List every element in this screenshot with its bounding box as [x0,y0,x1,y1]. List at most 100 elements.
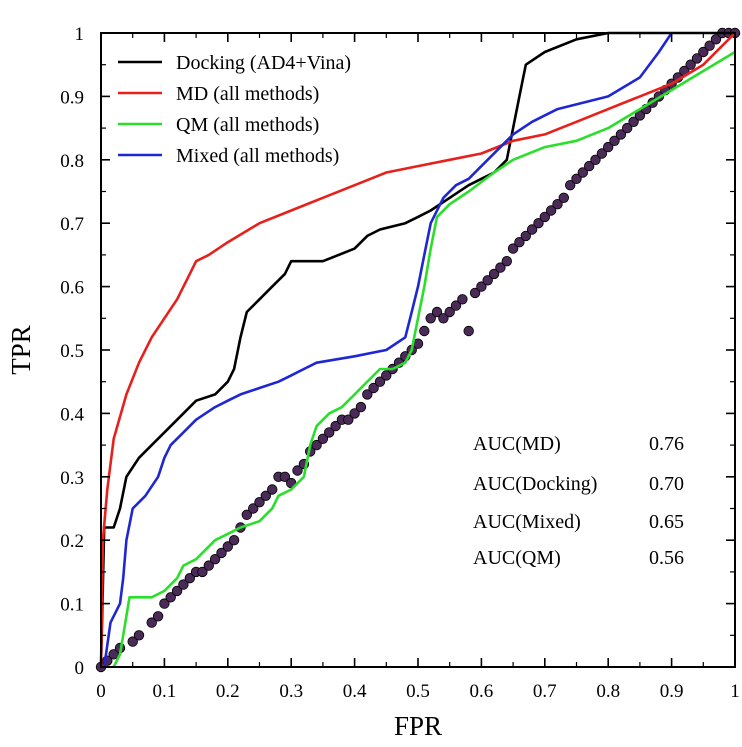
auc-value: 0.65 [649,511,684,533]
random-marker [571,173,582,185]
random-marker [615,129,627,140]
x-tick-label: 0.2 [216,681,240,702]
random-marker [419,325,430,337]
y-tick-label: 0.4 [60,404,84,425]
random-marker [317,433,329,445]
random-marker [685,59,696,70]
random-marker [501,256,513,267]
plot-data-layer [95,27,741,673]
random-marker [463,325,474,337]
random-marker [565,179,576,191]
random-marker [222,541,234,552]
x-tick-label: 0.1 [153,681,177,702]
random-marker [133,630,145,641]
random-marker [698,46,709,58]
random-marker [127,636,138,647]
random-marker [343,414,354,425]
x-tick-label: 0.9 [660,681,684,702]
axis-ticks: 0 0.1 0.2 0.3 0.4 0.5 0.6 0.7 0.8 0.9 1 0 0.1 0.2 0.3 0… [60,24,740,702]
random-marker [526,224,538,235]
random-marker [552,198,563,210]
auc-annotations: AUC(MD) 0.76 AUC(Docking) 0.70 AUC(Mixed) 0.6… [473,433,684,569]
random-marker [520,230,532,242]
random-marker [514,236,525,248]
random-marker [545,205,557,216]
series-line-mixed-all-methods [102,32,673,668]
random-marker [558,192,570,204]
random-marker [691,53,703,64]
random-marker [431,306,443,318]
random-marker [584,160,595,172]
random-marker [165,592,176,603]
y-tick-label: 0 [75,658,85,679]
random-marker [355,401,367,413]
random-marker [495,262,506,273]
series-line-md-all-methods [99,32,736,668]
x-tick-label: 0.4 [343,681,367,702]
random-marker [628,116,639,128]
random-marker [247,503,259,514]
random-marker [596,148,608,159]
random-marker [228,535,240,546]
random-marker [330,420,341,432]
y-tick-label: 0.2 [60,531,84,552]
random-marker [704,40,715,51]
legend: Docking (AD4+Vina) MD (all methods) QM (al… [118,52,351,167]
random-marker [362,389,373,400]
random-marker [438,313,449,324]
random-marker [425,313,436,324]
random-marker [254,497,265,508]
random-marker [216,547,227,559]
random-marker [444,306,455,318]
random-marker [710,34,722,45]
random-marker [349,408,360,419]
random-marker [590,154,601,166]
random-marker [146,617,157,628]
random-marker [260,490,272,502]
x-tick-label: 0.6 [470,681,494,702]
x-axis-title: FPR [394,711,442,741]
random-marker [374,376,386,387]
x-tick-label: 0.7 [533,681,557,702]
random-marker [178,579,189,590]
x-tick-label: 1 [730,681,740,702]
random-marker [267,484,278,495]
random-marker [622,122,633,134]
auc-value: 0.56 [649,547,684,569]
random-marker [507,243,519,254]
y-tick-label: 1 [75,24,85,45]
x-tick-label: 0.5 [406,681,430,702]
random-marker [197,566,208,578]
random-marker [184,573,196,584]
random-marker [311,439,322,451]
random-marker [476,281,487,292]
random-marker [482,275,493,286]
random-marker [368,382,379,394]
y-tick-label: 0.5 [60,341,84,362]
y-tick-label: 0.3 [60,468,84,489]
random-marker [241,509,253,521]
random-marker [488,268,500,280]
auc-value: 0.70 [649,473,684,495]
random-marker [108,649,119,660]
y-axis-title: TPR [6,325,36,375]
random-marker [152,611,164,622]
random-marker [381,370,392,381]
random-marker [450,300,462,311]
auc-label: AUC(Mixed) [473,511,581,533]
random-marker [577,167,589,178]
random-marker [209,554,221,565]
random-marker [469,287,481,299]
series-line-docking-ad4-vina [99,31,735,668]
random-marker [533,217,544,229]
series-line-qm-all-methods [112,50,736,668]
y-tick-label: 0.7 [60,214,84,235]
y-tick-label: 0.1 [60,595,84,616]
random-marker [603,141,614,153]
auc-label: AUC(QM) [473,547,561,569]
legend-label-md-all-methods: MD (all methods) [176,83,319,105]
legend-label-docking-ad4-vina: Docking (AD4+Vina) [176,52,351,74]
y-tick-label: 0.9 [60,87,84,108]
random-marker [609,135,620,147]
